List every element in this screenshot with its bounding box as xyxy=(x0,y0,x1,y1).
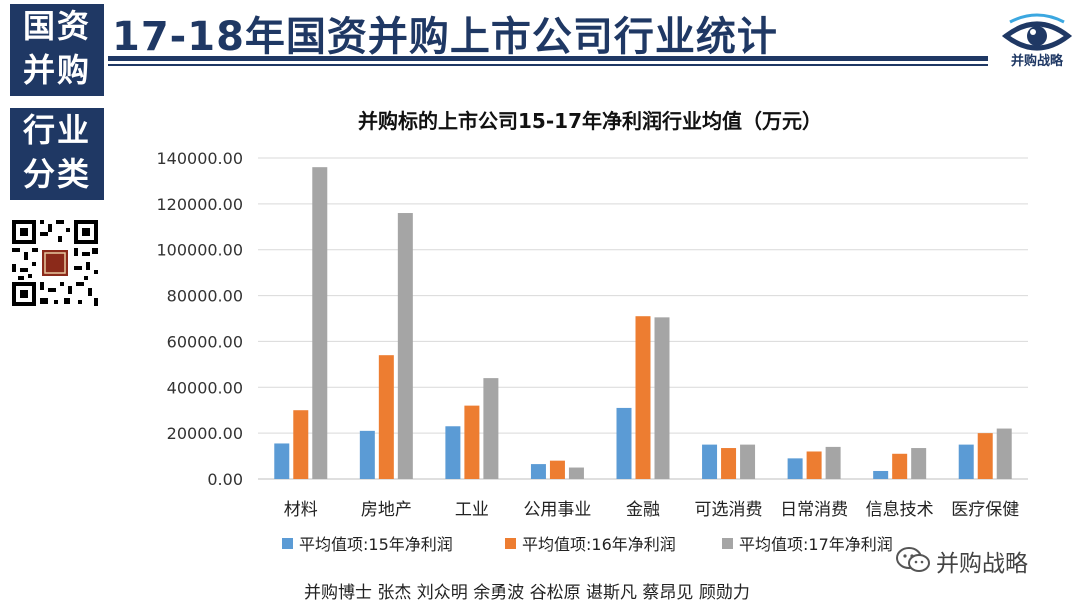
bar-3-5 xyxy=(740,444,756,479)
x-tick-label: 金融 xyxy=(626,500,660,520)
x-tick-label: 可选消费 xyxy=(695,500,763,520)
authors-footer: 并购博士 张杰 刘众明 余勇波 谷松原 谌斯凡 蔡昂见 顾勋力 xyxy=(304,583,750,603)
x-tick-label: 工业 xyxy=(455,500,489,520)
legend-label: 平均值项:17年净利润 xyxy=(739,535,893,554)
x-tick-label: 房地产 xyxy=(361,500,412,520)
bar-3-3 xyxy=(568,467,584,479)
tag-line: 分类 xyxy=(22,155,91,193)
watermark-text: 并购战略 xyxy=(936,551,1028,577)
qr-code-icon xyxy=(10,218,100,308)
bar-3-1 xyxy=(397,213,413,479)
section-tag-industry: 行业 分类 xyxy=(10,108,104,200)
bar-1-1 xyxy=(359,430,375,479)
title-divider xyxy=(108,56,988,61)
bar-2-1 xyxy=(378,355,394,479)
y-tick-label: 120000.00 xyxy=(156,195,243,214)
legend-label: 平均值项:16年净利润 xyxy=(522,535,676,554)
y-tick-label: 80000.00 xyxy=(167,287,243,306)
tag-line: 行业 xyxy=(22,111,91,149)
x-tick-label: 材料 xyxy=(284,500,318,520)
y-tick-label: 0.00 xyxy=(207,470,243,489)
bar-3-2 xyxy=(483,378,499,479)
bar-1-3 xyxy=(530,464,546,479)
y-tick-label: 40000.00 xyxy=(167,378,243,397)
legend-label: 平均值项:15年净利润 xyxy=(299,535,453,554)
bar-1-4 xyxy=(616,407,632,479)
logo-text: 并购战略 xyxy=(1010,54,1063,69)
x-tick-label: 公用事业 xyxy=(523,500,591,520)
bar-3-7 xyxy=(911,448,927,479)
bar-1-2 xyxy=(445,426,461,479)
section-tag-ma: 国资 并购 xyxy=(10,4,104,96)
x-tick-label: 日常消费 xyxy=(780,500,848,520)
bar-2-2 xyxy=(464,405,480,479)
title-divider-thin xyxy=(108,64,988,66)
eye-logo-icon xyxy=(1001,13,1073,51)
bar-2-6 xyxy=(806,451,822,479)
bar-3-6 xyxy=(825,446,841,479)
chart-title: 并购标的上市公司15-17年净利润行业均值（万元） xyxy=(358,109,822,133)
bar-3-8 xyxy=(996,428,1012,479)
tag-line: 国资 xyxy=(22,7,91,45)
y-tick-label: 100000.00 xyxy=(156,241,243,260)
y-tick-label: 20000.00 xyxy=(167,424,243,443)
bar-2-8 xyxy=(977,433,993,479)
bar-2-0 xyxy=(293,410,309,479)
bar-1-7 xyxy=(873,470,889,479)
bar-2-4 xyxy=(635,316,651,479)
bar-3-0 xyxy=(312,167,328,479)
bar-2-7 xyxy=(892,453,908,479)
x-tick-label: 信息技术 xyxy=(866,500,934,520)
bar-1-5 xyxy=(702,444,718,479)
legend-swatch xyxy=(505,538,516,549)
tag-line: 并购 xyxy=(22,51,91,89)
legend-swatch xyxy=(282,538,293,549)
page-title: 17-18年国资并购上市公司行业统计 xyxy=(112,14,778,60)
bar-1-8 xyxy=(958,444,974,479)
bar-2-3 xyxy=(549,460,565,479)
legend-swatch xyxy=(722,538,733,549)
x-tick-label: 医疗保健 xyxy=(951,500,1019,520)
wechat-icon xyxy=(896,547,930,572)
y-tick-label: 140000.00 xyxy=(156,149,243,168)
bar-1-0 xyxy=(274,443,290,479)
bar-3-4 xyxy=(654,317,670,479)
bar-1-6 xyxy=(787,458,803,479)
y-tick-label: 60000.00 xyxy=(167,332,243,351)
bar-2-5 xyxy=(721,448,737,479)
